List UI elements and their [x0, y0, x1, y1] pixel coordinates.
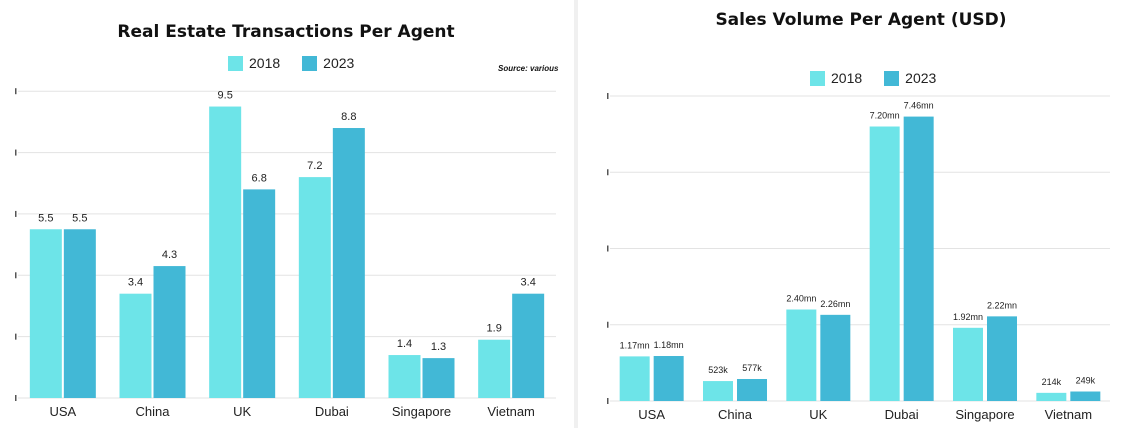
bar-singapore-2023	[987, 316, 1017, 401]
data-label: 2.40mn	[786, 294, 816, 304]
bar-vietnam-2023	[512, 293, 545, 398]
chart-title: Real Estate Transactions Per Agent	[117, 22, 455, 42]
x-tick-label: UK	[233, 404, 251, 419]
bar-uk-2018	[786, 309, 817, 401]
bar-dubai-2018	[298, 177, 331, 398]
data-label: 249k	[1076, 376, 1096, 386]
bar-usa-2023	[63, 229, 96, 398]
bar-vietnam-2023	[1070, 391, 1101, 401]
data-label: 3.4	[521, 277, 536, 289]
x-tick-label: China	[718, 407, 753, 422]
legend-label-2018: 2018	[831, 70, 863, 86]
bar-china-2018	[703, 381, 733, 401]
data-label: 1.4	[397, 338, 412, 350]
bar-vietnam-2018	[1036, 392, 1067, 401]
data-label: 1.17mn	[620, 340, 650, 350]
data-label: 7.2	[307, 160, 322, 172]
x-tick-label: Dubai	[315, 404, 349, 419]
transactions-bar-chart: 5.5 5.5 USA 3.4 4.3 China 9.5 6.8 UK 7.2 8.8 Dubai 1…	[15, 88, 556, 419]
bar-singapore-2018	[388, 355, 421, 398]
sales-volume-chart-panel: Sales Volume Per Agent (USD) 2018 2023 1…	[580, 0, 1142, 428]
legend-swatch-2023	[302, 55, 318, 71]
chart-legend: 2018 2023	[228, 55, 366, 71]
panel-divider	[574, 0, 578, 428]
sales-volume-bar-chart: 1.17mn 1.18mn USA 523k 577k China 2.40mn 2.26mn…	[607, 93, 1110, 422]
legend-swatch-2018	[810, 70, 825, 86]
legend-label-2018: 2018	[249, 55, 281, 71]
data-label: 7.20mn	[870, 111, 900, 121]
x-tick-label: USA	[49, 404, 76, 419]
legend-swatch-2023	[884, 70, 900, 86]
legend-item-2023: 2023	[884, 70, 936, 86]
bar-uk-2023	[243, 189, 276, 398]
y-tick-mark	[15, 333, 17, 340]
data-label: 1.3	[431, 341, 446, 353]
data-label: 5.5	[38, 212, 53, 224]
x-tick-label: Vietnam	[487, 404, 534, 419]
y-tick-mark	[15, 88, 17, 95]
x-tick-label: Dubai	[885, 407, 919, 422]
data-label: 5.5	[72, 212, 87, 224]
data-label: 2.22mn	[987, 300, 1017, 310]
bar-china-2023	[153, 266, 186, 398]
x-tick-label: UK	[809, 407, 827, 422]
bar-uk-2018	[209, 106, 242, 398]
bar-china-2023	[737, 379, 767, 401]
y-tick-mark	[15, 210, 17, 217]
data-label: 1.92mn	[953, 312, 983, 322]
bar-china-2018	[119, 293, 152, 398]
legend-label-2023: 2023	[905, 70, 937, 86]
data-label: 3.4	[128, 277, 143, 289]
bar-dubai-2023	[903, 116, 934, 402]
x-tick-label: USA	[638, 407, 665, 422]
data-label: 9.5	[218, 90, 233, 102]
data-label: 7.46mn	[904, 101, 934, 111]
x-tick-label: Singapore	[955, 407, 1014, 422]
legend-swatch-2018	[228, 55, 243, 71]
bar-usa-2018	[29, 229, 62, 398]
y-tick-mark	[15, 272, 17, 279]
data-label: 1.18mn	[654, 340, 684, 350]
x-tick-label: Singapore	[392, 404, 451, 419]
legend-item-2023: 2023	[302, 55, 354, 71]
y-tick-mark	[607, 321, 609, 328]
data-label: 1.9	[487, 323, 502, 335]
bar-singapore-2018	[953, 327, 983, 401]
x-tick-label: China	[136, 404, 171, 419]
data-label: 577k	[742, 363, 762, 373]
x-tick-label: Vietnam	[1045, 407, 1092, 422]
bar-dubai-2018	[869, 126, 900, 401]
y-tick-mark	[607, 245, 609, 252]
data-label: 523k	[708, 365, 728, 375]
bar-dubai-2023	[332, 128, 365, 399]
data-label: 8.8	[341, 111, 356, 123]
bar-usa-2018	[619, 356, 650, 401]
data-label: 2.26mn	[820, 299, 850, 309]
chart-title: Sales Volume Per Agent (USD)	[715, 10, 1007, 30]
legend-label-2023: 2023	[323, 55, 355, 71]
legend-item-2018: 2018	[810, 70, 862, 86]
bar-uk-2023	[820, 314, 851, 401]
data-label: 214k	[1042, 377, 1062, 387]
transactions-chart-panel: Real Estate Transactions Per Agent 2018 …	[15, 22, 559, 419]
y-tick-mark	[15, 149, 17, 156]
chart-legend: 2018 2023	[810, 70, 948, 86]
y-tick-mark	[607, 169, 609, 176]
bar-singapore-2023	[422, 358, 455, 398]
source-note: Source: various	[498, 64, 559, 73]
y-tick-mark	[607, 93, 609, 99]
y-tick-mark	[607, 398, 609, 404]
bar-vietnam-2018	[478, 339, 511, 398]
bar-usa-2023	[653, 356, 684, 401]
data-label: 6.8	[252, 172, 267, 184]
legend-item-2018: 2018	[228, 55, 280, 71]
y-tick-mark	[15, 395, 17, 401]
data-label: 4.3	[162, 249, 177, 261]
